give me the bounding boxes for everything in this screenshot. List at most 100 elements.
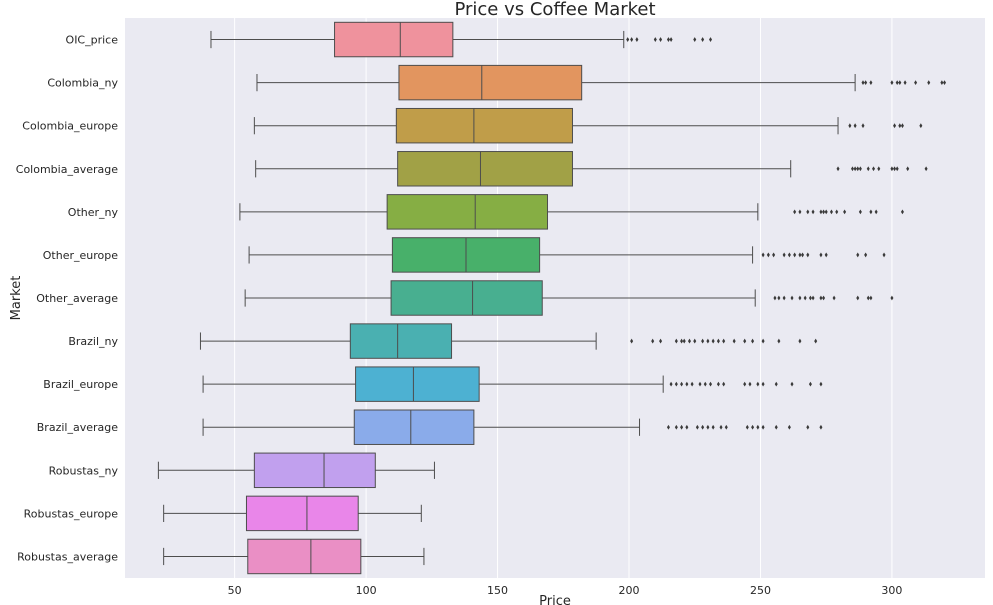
outlier-point [895,166,899,172]
y-tick-label: Other_ny [68,206,119,219]
outlier-point [806,209,810,215]
box-Brazil_average [202,409,823,445]
outlier-point [895,80,899,86]
outlier-point [701,37,705,42]
outlier-point [626,37,630,42]
outlier-point [832,295,836,301]
outlier-point [724,424,728,430]
outlier-point [674,381,678,387]
outlier-point [630,37,634,42]
outlier-point [761,252,765,258]
outlier-point [877,166,881,172]
outlier-point [850,166,854,172]
outlier-point [940,80,944,86]
outlier-point [919,123,923,129]
box-iqr [355,366,480,402]
x-tick-label: 150 [487,584,508,597]
box-iqr [397,151,573,187]
box-Colombia_europe [253,107,923,144]
outlier-point [843,209,847,215]
outlier-point [798,338,802,344]
outlier-point [824,252,828,258]
outlier-point [772,252,776,258]
outlier-point [890,295,894,301]
outlier-point [653,37,657,42]
outlier-point [659,37,663,42]
y-axis-label: Market [9,276,24,321]
outlier-point [903,80,907,86]
outlier-point [900,123,904,129]
outlier-point [630,338,634,344]
chart-title: Price vs Coffee Market [454,0,655,20]
outlier-point [900,209,904,215]
outlier-point [716,381,720,387]
outlier-point [822,295,826,301]
outlier-point [743,338,747,344]
y-tick-label: Brazil_ny [68,335,118,348]
outlier-point [711,338,715,344]
box-Brazil_ny [199,323,818,359]
outlier-point [869,80,873,86]
outlier-point [751,424,755,430]
outlier-point [798,295,802,301]
y-tick-label: Robustas_europe [24,507,119,520]
outlier-point [687,338,691,344]
box-iqr [398,64,583,101]
box-Brazil_europe [202,366,823,402]
outlier-point [666,37,670,42]
outlier-point [798,209,802,215]
box-Colombia_average [255,151,928,187]
outlier-point [709,37,713,42]
x-tick-labels: 50 100 150 200 250 300 [228,584,903,597]
outlier-point [898,123,902,129]
box-Robustas_ny [157,452,435,489]
outlier-point [824,209,828,215]
boxes [157,21,947,575]
outlier-point [674,424,678,430]
outlier-point [669,381,673,387]
outlier-point [682,338,686,344]
outlier-point [906,166,910,172]
outlier-point [777,338,781,344]
outlier-point [819,424,823,430]
outlier-point [685,424,689,430]
outlier-point [864,252,868,258]
outlier-point [856,252,860,258]
outlier-point [856,166,860,172]
outlier-point [790,381,794,387]
outlier-point [943,80,947,86]
outlier-point [814,338,818,344]
outlier-point [869,295,873,301]
box-Colombia_ny [256,64,947,101]
box-iqr [245,495,359,532]
y-tick-labels: OIC_price Colombia_ny Colombia_europe Colom… [16,34,119,564]
outlier-point [819,252,823,258]
box-iqr [253,452,376,489]
outlier-point [782,252,786,258]
outlier-point [864,80,868,86]
x-axis-label: Price [539,594,571,605]
outlier-point [716,338,720,344]
box-iqr [247,538,362,575]
outlier-point [766,252,770,258]
outlier-point [914,80,918,86]
outlier-point [651,338,655,344]
outlier-point [808,295,812,301]
outlier-point [706,424,710,430]
outlier-point [701,424,705,430]
outlier-point [761,338,765,344]
x-tick-label: 200 [619,584,640,597]
outlier-point [748,381,752,387]
outlier-point [798,252,802,258]
outlier-point [719,424,723,430]
outlier-point [669,37,673,42]
outlier-point [801,252,805,258]
y-tick-label: Colombia_ny [47,77,118,90]
box-iqr [334,21,454,58]
y-tick-label: Brazil_average [37,421,118,434]
x-tick-label: 100 [356,584,377,597]
outlier-point [782,295,786,301]
outlier-point [680,381,684,387]
outlier-point [706,338,710,344]
